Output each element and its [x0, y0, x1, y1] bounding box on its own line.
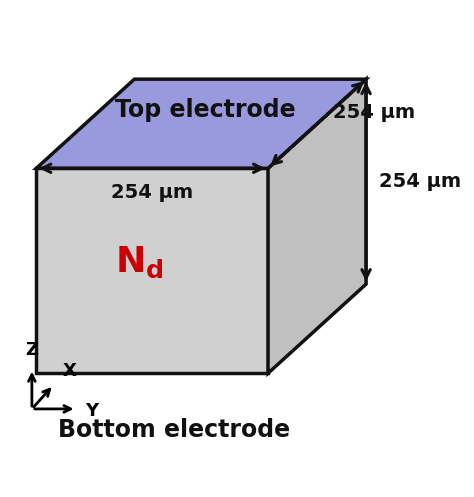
Text: $\mathbf{N_d}$: $\mathbf{N_d}$ — [115, 244, 163, 279]
Polygon shape — [36, 168, 268, 373]
Text: 254 μm: 254 μm — [380, 172, 462, 191]
Text: 254 μm: 254 μm — [333, 103, 415, 122]
Text: Y: Y — [85, 402, 99, 420]
Text: Bottom electrode: Bottom electrode — [58, 418, 291, 442]
Text: Z: Z — [26, 341, 38, 359]
Text: X: X — [63, 362, 76, 380]
Polygon shape — [36, 79, 366, 168]
Text: 254 μm: 254 μm — [111, 183, 193, 202]
Polygon shape — [268, 79, 366, 373]
Text: Top electrode: Top electrode — [115, 98, 296, 122]
